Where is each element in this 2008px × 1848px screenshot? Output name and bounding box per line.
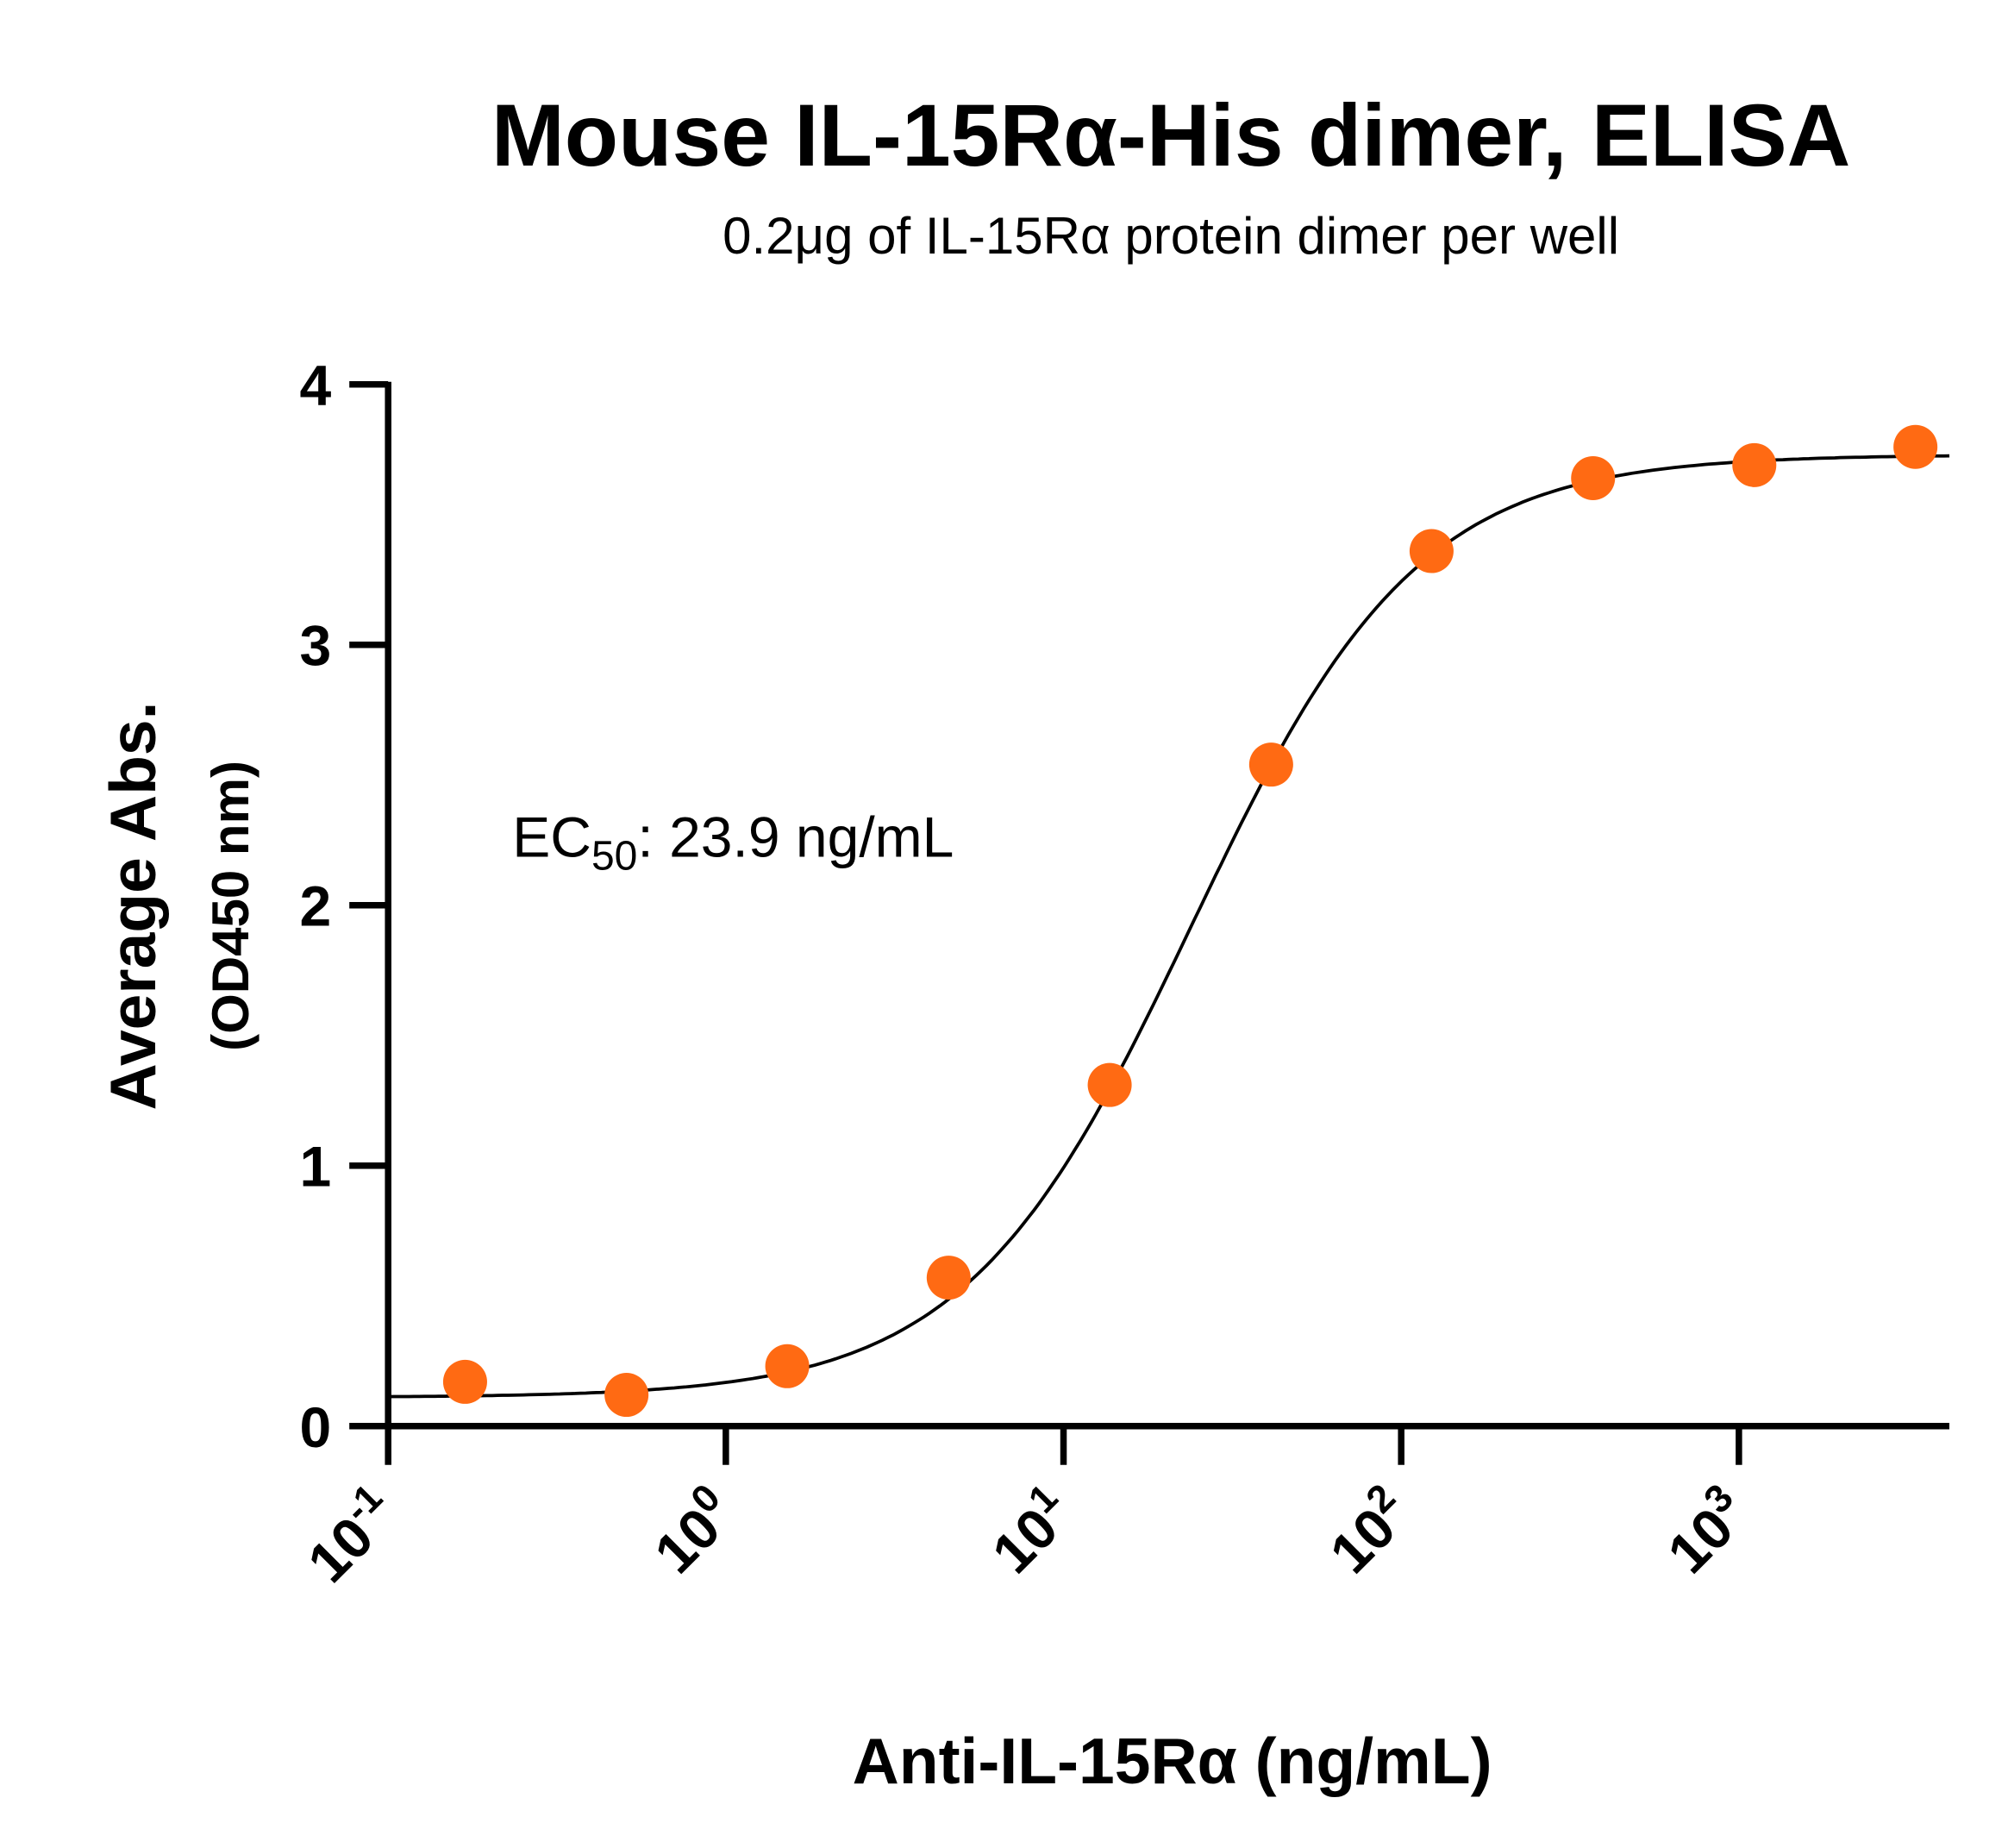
- ec50-prefix: EC: [512, 805, 591, 868]
- data-point: [1893, 424, 1938, 469]
- y-tick-label: 0: [299, 1395, 331, 1459]
- x-tick-label: 100: [637, 1475, 748, 1586]
- fit-curve: [388, 454, 1950, 1399]
- y-tick-label: 2: [299, 874, 331, 938]
- y-tick-label: 3: [299, 614, 331, 678]
- ec50-value: : 23.9 ng/mL: [637, 805, 954, 868]
- chart-title: Mouse IL-15Rα-His dimer, ELISA: [491, 86, 1851, 185]
- ec50-annotation: EC50: 23.9 ng/mL: [512, 805, 954, 879]
- y-axis-label: Average Abs.: [97, 702, 169, 1111]
- data-point: [926, 1256, 971, 1300]
- x-tick-label: 10-1: [291, 1475, 410, 1594]
- data-points: [442, 424, 1938, 1418]
- chart-subtitle: 0.2μg of IL-15Rα protein dimer per well: [723, 207, 1619, 265]
- axes: 0 1 2 3 4 10-1 100 101 102 103: [291, 354, 1949, 1594]
- data-point: [1087, 1062, 1132, 1107]
- data-point: [1732, 442, 1777, 487]
- x-axis-label: Anti-IL-15Rα (ng/mL): [853, 1725, 1492, 1797]
- x-tick-label: 103: [1650, 1475, 1761, 1586]
- data-point: [604, 1372, 649, 1418]
- data-point: [1571, 455, 1616, 500]
- data-point: [765, 1344, 810, 1388]
- y-tick-label: 1: [299, 1135, 331, 1199]
- data-point: [1248, 742, 1293, 787]
- data-point: [1409, 529, 1454, 573]
- y-axis-sublabel: (OD450 nm): [202, 761, 260, 1051]
- y-tick-label: 4: [299, 354, 331, 417]
- ec50-subscript: 50: [591, 833, 637, 879]
- x-tick-label: 101: [975, 1475, 1085, 1586]
- data-point: [442, 1359, 487, 1404]
- x-tick-label: 102: [1312, 1475, 1423, 1586]
